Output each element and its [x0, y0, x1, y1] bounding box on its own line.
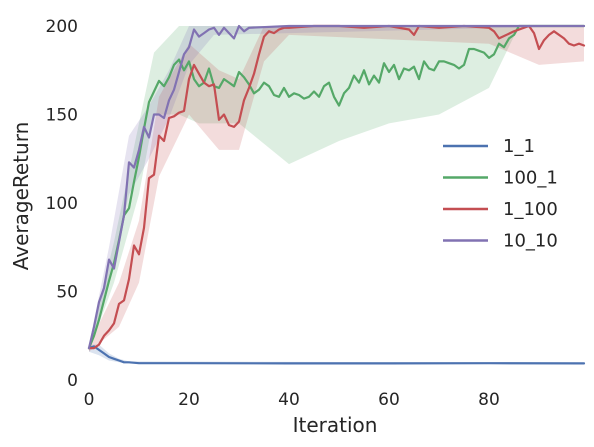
- confidence-bands: [89, 26, 584, 364]
- x-tick-label: 0: [84, 390, 95, 410]
- y-tick-label: 150: [46, 106, 78, 126]
- y-axis-label: AverageReturn: [9, 122, 33, 271]
- y-tick-label: 100: [46, 194, 78, 214]
- x-tick-label: 20: [178, 390, 200, 410]
- legend-label-100-1: 100_1: [503, 168, 558, 189]
- series-line-1-100: [87, 24, 586, 350]
- x-tick-label: 80: [478, 390, 500, 410]
- series-line-10-10: [87, 24, 586, 350]
- tick-labels: 0 20 40 60 80 0 50 100 150 200: [46, 17, 500, 410]
- band-1-1: [89, 344, 584, 364]
- series-line-100-1: [87, 24, 586, 350]
- band-100-1: [89, 26, 584, 352]
- y-tick-label: 200: [46, 17, 78, 37]
- legend-label-1-1: 1_1: [503, 136, 535, 157]
- legend-label-1-100: 1_100: [503, 199, 558, 220]
- band-1-100: [89, 26, 584, 352]
- y-tick-label: 50: [56, 283, 78, 303]
- x-tick-label: 60: [378, 390, 400, 410]
- x-tick-label: 40: [278, 390, 300, 410]
- legend: 1_1 100_1 1_100 10_10: [443, 136, 558, 252]
- x-axis-label: Iteration: [293, 413, 378, 437]
- series-line-1-1: [87, 345, 586, 365]
- y-tick-label: 0: [67, 371, 78, 391]
- legend-label-10-10: 10_10: [503, 231, 558, 252]
- series-lines: [87, 24, 586, 365]
